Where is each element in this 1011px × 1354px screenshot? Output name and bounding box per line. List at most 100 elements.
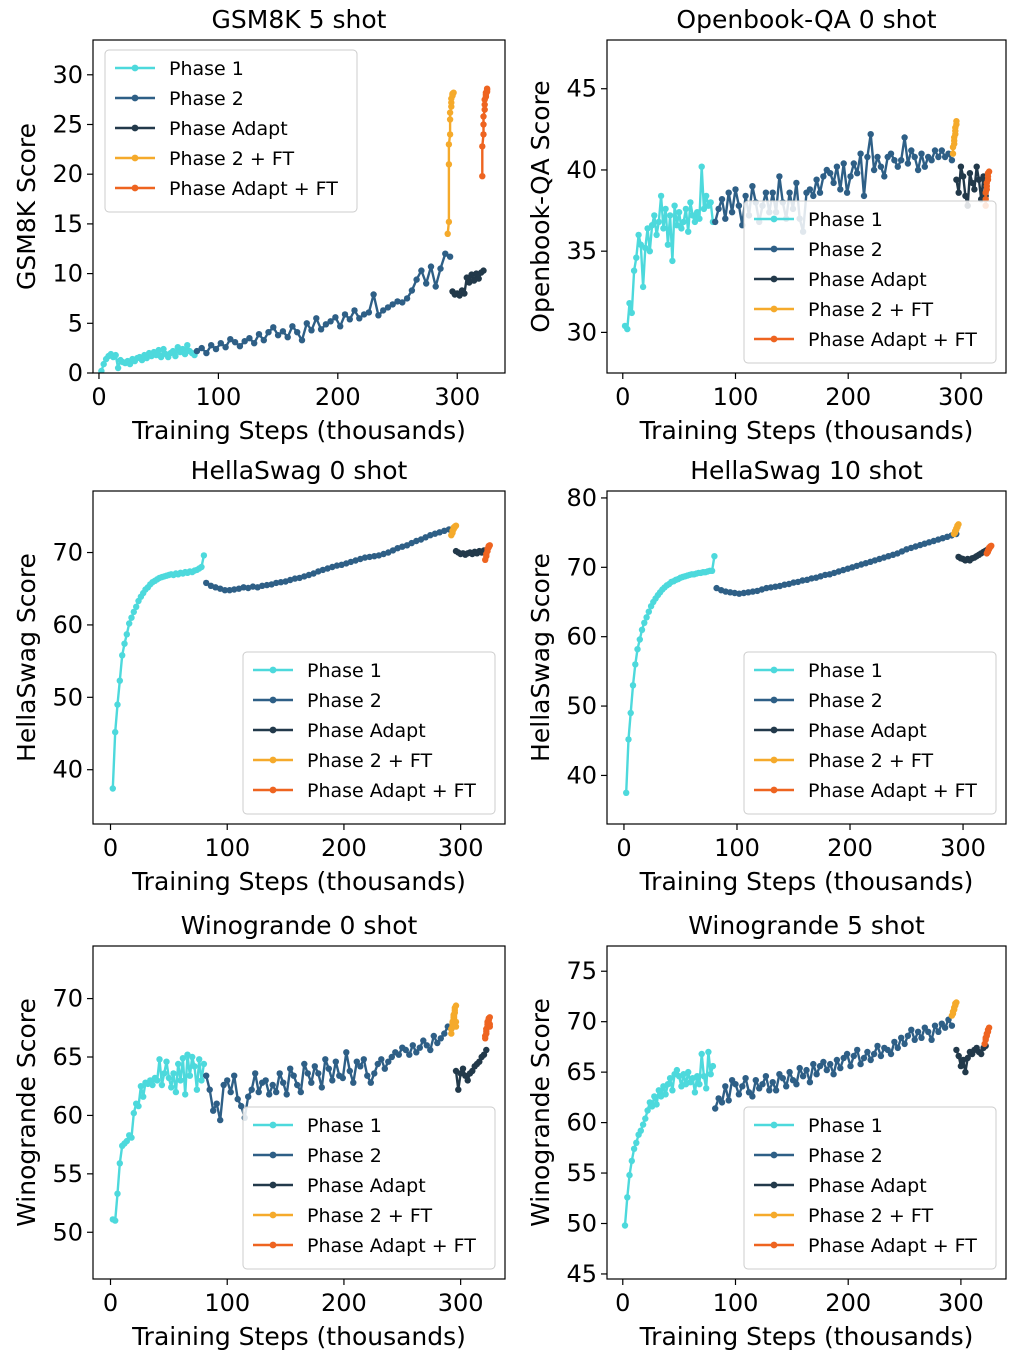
data-point-phase-2 (270, 324, 277, 331)
legend-item: Phase 2 + FT (754, 299, 933, 321)
data-point-phase-2 (786, 189, 793, 196)
y-tick-label: 25 (52, 110, 83, 138)
data-point-phase-2 (245, 1093, 252, 1100)
data-point-phase-1 (621, 1222, 629, 1229)
x-tick-label: 100 (204, 834, 250, 862)
data-point-phase-2 (241, 338, 248, 345)
legend-swatch-marker (770, 245, 778, 253)
y-tick-label: 0 (68, 359, 83, 387)
data-point-phase-1 (133, 603, 140, 610)
data-point-phase-2 (434, 1039, 441, 1047)
data-point-phase-2 (718, 1099, 726, 1106)
data-point-phase-1 (664, 241, 672, 248)
data-point-phase-2 (793, 1081, 800, 1088)
data-point-phase-1 (691, 1089, 699, 1096)
data-point-phase-2 (918, 150, 925, 157)
data-point-phase-1 (642, 1115, 649, 1122)
data-point-phase-1 (168, 1084, 175, 1091)
data-point-phase-1 (198, 1077, 205, 1084)
data-point-phase-2 (857, 150, 864, 157)
data-point-phase-2 (193, 347, 201, 355)
x-tick-label: 0 (615, 1289, 630, 1317)
data-point-phase-2 (911, 153, 918, 161)
data-point-phase-2 (236, 343, 244, 350)
data-point-phase-2 (418, 267, 425, 274)
legend-label: Phase 2 + FT (808, 1205, 933, 1227)
y-tick-label: 50 (52, 683, 83, 711)
data-point-phase-2 (877, 1052, 885, 1060)
data-point-phase-adapt-ft (988, 542, 995, 549)
chart-title: Winogrande 0 shot (181, 911, 418, 940)
data-point-phase-2 (329, 1077, 336, 1084)
legend-swatch-marker (770, 1211, 778, 1219)
data-point-phase-2 (830, 1071, 837, 1078)
data-point-phase-1 (642, 244, 649, 252)
data-point-phase-1 (664, 1081, 672, 1088)
data-point-phase-2 (725, 189, 732, 196)
data-point-phase-2 (337, 323, 344, 330)
chart-6: Winogrande 5 shot 0 100 200 300 45 50 55 60 65 70 7… (526, 911, 1007, 1351)
data-point-phase-1 (155, 346, 162, 354)
data-point-phase-2 (442, 250, 449, 257)
data-point-phase-1 (174, 344, 181, 351)
data-point-phase-2 (212, 345, 220, 353)
legend-item: Phase Adapt (754, 269, 927, 291)
legend-box (104, 49, 358, 213)
data-point-phase-1 (170, 1070, 177, 1077)
x-axis-label: Training Steps (thousands) (131, 1322, 466, 1351)
legend: Phase 1 Phase 2 Phase Adapt Phase 2 + FT Pha… (242, 1106, 496, 1270)
y-tick-label: 70 (566, 553, 597, 581)
legend-item: Phase Adapt (253, 720, 426, 742)
legend-item: Phase Adapt + FT (754, 1235, 977, 1257)
data-point-phase-1 (163, 1058, 170, 1065)
legend-item: Phase Adapt + FT (253, 780, 476, 802)
legend-item: Phase 1 (754, 1115, 883, 1137)
data-point-phase-1 (666, 1075, 674, 1082)
data-point-phase-1 (181, 350, 189, 358)
data-point-phase-adapt (455, 1086, 462, 1093)
data-point-phase-2 (430, 1032, 437, 1040)
data-point-phase-2 (210, 1107, 217, 1114)
data-point-phase-2 (231, 339, 239, 346)
data-point-phase-2 (423, 280, 430, 287)
data-point-phase-1 (662, 1091, 669, 1098)
data-point-phase-1 (121, 640, 128, 647)
data-point-phase-2 (238, 1102, 245, 1110)
legend-swatch-marker (269, 1121, 277, 1129)
data-point-phase-2 (409, 1042, 416, 1049)
legend-label: Phase Adapt + FT (808, 780, 977, 802)
data-point-phase-2 (315, 1070, 322, 1077)
legend-item: Phase Adapt (754, 720, 927, 742)
data-point-phase-2 (317, 326, 325, 333)
data-point-phase-1 (123, 631, 130, 638)
x-axis-label: Training Steps (thousands) (131, 867, 466, 896)
data-point-phase-2 (901, 134, 908, 141)
data-point-phase-2 (346, 316, 353, 323)
x-axis-label: Training Steps (thousands) (131, 416, 466, 445)
data-point-phase-2 (837, 1064, 844, 1072)
data-point-phase-1 (149, 1081, 156, 1089)
legend-swatch-marker (770, 335, 778, 343)
data-point-phase-2 (378, 1056, 385, 1063)
data-point-phase-2 (416, 1044, 423, 1051)
legend-label: Phase 1 (307, 1115, 382, 1137)
data-point-phase-2 (255, 331, 263, 338)
data-point-phase-2 (322, 1056, 329, 1063)
data-point-phase-2 (898, 1034, 905, 1042)
data-point-phase-1 (635, 231, 642, 239)
data-point-phase-1 (687, 199, 694, 206)
data-point-phase-1 (196, 1056, 203, 1063)
x-tick-label: 0 (91, 383, 106, 411)
legend-swatch-marker (770, 666, 778, 674)
data-point-phase-1 (130, 1109, 137, 1117)
x-tick-label: 300 (438, 834, 484, 862)
data-point-phase-2 (928, 1036, 935, 1044)
series-line-phase-1 (625, 556, 716, 793)
data-point-phase-2 (279, 328, 287, 335)
data-point-phase-1 (675, 209, 683, 216)
legend-item: Phase Adapt (115, 118, 288, 140)
data-point-phase-adapt-ft (486, 542, 493, 549)
data-point-phase-2 (353, 1058, 360, 1065)
data-point-phase-2 (827, 170, 834, 177)
